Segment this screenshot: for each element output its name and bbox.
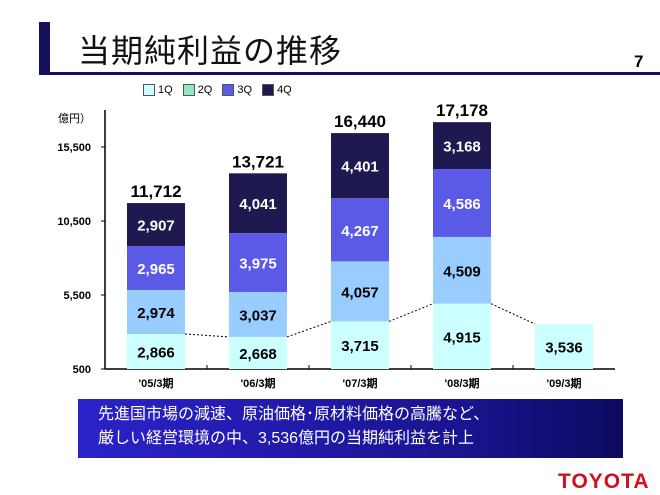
page-number: 7 [634, 52, 644, 71]
legend-item-4q: 4Q [262, 84, 292, 96]
data-label: 2,668 [239, 346, 277, 363]
bar-segment-1q [331, 321, 389, 369]
data-label: 4,041 [239, 196, 277, 213]
x-tick-label: '08/3期 [444, 376, 479, 390]
total-label: 11,712 [130, 182, 181, 201]
bar-segment-4q [127, 203, 185, 247]
summary-banner: 先進国市場の減速、原油価格･原材料価格の高騰など、 厳しい経営環境の中、3,53… [78, 399, 623, 458]
banner-line-2: 厳しい経営環境の中、3,536億円の当期純利益を計上 [98, 430, 475, 447]
legend-label: 4Q [277, 84, 292, 96]
data-label: 3,536 [545, 340, 583, 357]
title-underline [39, 72, 660, 75]
data-label: 3,975 [239, 256, 277, 273]
banner-line-1: 先進国市場の減速、原油価格･原材料価格の高騰など、 [98, 406, 490, 423]
data-label: 3,715 [341, 338, 379, 355]
x-tick-label: '06/3期 [240, 376, 275, 390]
total-label: 16,440 [334, 112, 386, 131]
legend-label: 1Q [158, 84, 173, 96]
data-label: 3,037 [239, 307, 277, 324]
bar-segment-2q [229, 291, 287, 337]
legend-swatch [143, 84, 155, 96]
data-label: 2,965 [137, 261, 175, 278]
total-label: 13,721 [232, 152, 284, 171]
title-accent-bar [39, 22, 50, 74]
stacked-bar-chart: 500 5,500 10,500 15,500 2,866 2,974 2,965 2,907… [57, 101, 615, 390]
bar-segment-3q [331, 198, 389, 262]
data-label: 2,866 [137, 344, 175, 361]
legend-label: 2Q [197, 84, 213, 96]
legend-item-3q: 3Q [222, 84, 252, 96]
data-label: 4,586 [443, 196, 481, 213]
bar-segment-2q [433, 236, 491, 304]
legend-item-1q: 1Q [143, 84, 173, 96]
bar-segment-3q [127, 246, 185, 290]
data-label: 2,907 [137, 218, 175, 235]
bar-segment-1q [433, 303, 491, 369]
q1-trend-line [490, 303, 536, 325]
y-tick-label: 15,500 [57, 142, 91, 154]
legend-swatch [182, 84, 195, 96]
bar-segment-4q [433, 122, 491, 170]
q1-trend-line [388, 303, 434, 322]
page-title: 当期純利益の推移 [78, 33, 343, 69]
y-axis-unit: 億円） [58, 113, 91, 125]
x-tick-label: '05/3期 [138, 376, 173, 390]
bar-segment-1q [127, 333, 185, 369]
data-label: 4,509 [443, 263, 481, 280]
legend-swatch [262, 84, 275, 96]
data-label: 2,974 [137, 305, 175, 322]
total-label: 17,178 [436, 101, 488, 120]
x-tick-label: '07/3期 [342, 376, 377, 390]
data-label: 4,915 [443, 329, 481, 346]
bar-segment-1q [535, 324, 593, 369]
legend-item-2q: 2Q [182, 84, 213, 96]
y-tick-label: 500 [73, 364, 91, 376]
bar-segment-2q [331, 261, 389, 322]
toyota-logo: TOYOTA [558, 470, 650, 493]
data-label: 3,168 [443, 139, 481, 156]
bar-segment-2q [127, 289, 185, 334]
y-tick-label: 5,500 [63, 290, 91, 302]
bar-segment-3q [433, 169, 491, 237]
bar-segment-3q [229, 233, 287, 292]
x-tick-label: '09/3期 [546, 376, 581, 390]
legend: 1Q 2Q 3Q 4Q [143, 84, 292, 96]
legend-label: 3Q [237, 84, 253, 96]
legend-swatch [222, 84, 235, 96]
q1-trend-line [184, 333, 230, 338]
bar-segment-4q [331, 133, 389, 199]
bar-segment-4q [229, 173, 287, 234]
q1-trend-line [286, 320, 332, 338]
y-tick-label: 10,500 [57, 216, 91, 228]
data-label: 4,267 [341, 223, 379, 240]
bar-segment-1q [229, 336, 287, 369]
data-label: 4,401 [341, 159, 379, 176]
data-label: 4,057 [341, 284, 379, 301]
